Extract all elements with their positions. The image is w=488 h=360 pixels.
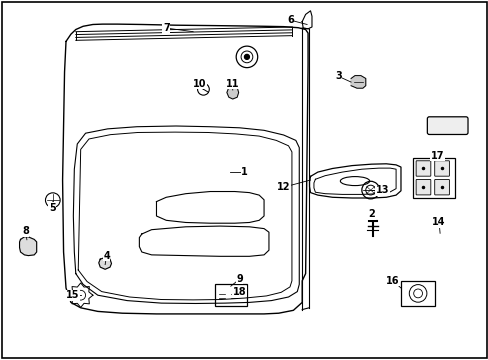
Text: 12: 12: [276, 182, 290, 192]
Polygon shape: [20, 237, 37, 256]
FancyBboxPatch shape: [434, 180, 448, 195]
Text: 14: 14: [431, 217, 445, 228]
Text: 17: 17: [430, 150, 444, 161]
Text: 13: 13: [375, 185, 388, 195]
Polygon shape: [350, 76, 365, 88]
FancyBboxPatch shape: [434, 161, 448, 176]
Text: 6: 6: [286, 15, 293, 25]
FancyBboxPatch shape: [215, 284, 246, 306]
Text: 2: 2: [367, 209, 374, 219]
FancyBboxPatch shape: [415, 180, 430, 195]
Text: 11: 11: [225, 78, 239, 89]
Text: 15: 15: [65, 290, 79, 300]
Text: 18: 18: [232, 287, 246, 297]
Polygon shape: [99, 257, 111, 269]
Text: 3: 3: [334, 71, 341, 81]
Circle shape: [244, 54, 249, 59]
Text: 8: 8: [22, 226, 29, 237]
FancyBboxPatch shape: [412, 158, 454, 198]
Text: 10: 10: [192, 78, 206, 89]
Text: 5: 5: [49, 203, 56, 213]
Text: 1: 1: [241, 167, 247, 177]
Text: 9: 9: [236, 274, 243, 284]
Polygon shape: [226, 86, 238, 99]
FancyBboxPatch shape: [400, 281, 434, 306]
Text: 7: 7: [163, 23, 169, 33]
FancyBboxPatch shape: [415, 161, 430, 176]
FancyBboxPatch shape: [427, 117, 467, 135]
Text: 16: 16: [386, 276, 399, 286]
Text: 4: 4: [103, 251, 110, 261]
